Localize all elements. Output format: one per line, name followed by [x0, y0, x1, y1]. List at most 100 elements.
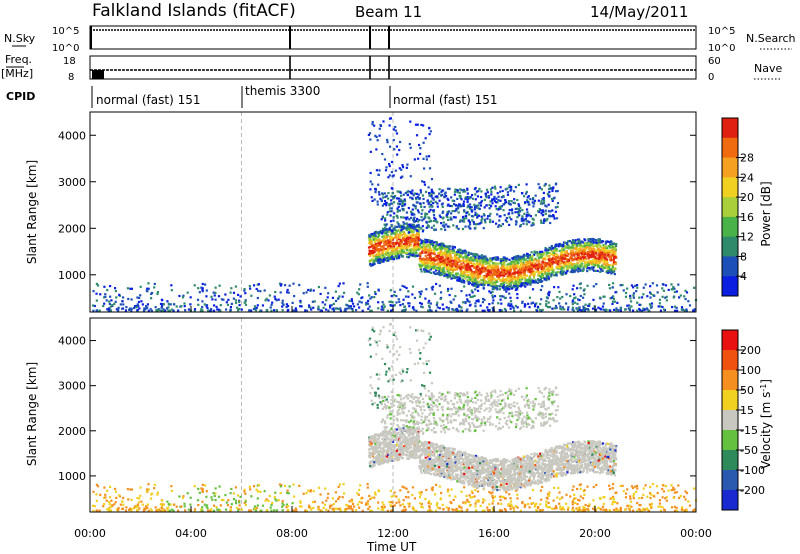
data-cell [588, 302, 591, 306]
data-cell [530, 258, 534, 261]
data-cell [482, 286, 485, 289]
data-cell [413, 296, 417, 300]
data-cell [525, 252, 529, 255]
data-cell [555, 182, 558, 185]
data-cell [424, 214, 427, 217]
data-cell [503, 307, 506, 311]
data-cell [573, 297, 576, 300]
data-cell [632, 294, 635, 297]
data-cell [436, 255, 439, 258]
data-cell [503, 274, 506, 277]
data-cell [389, 300, 393, 303]
data-cell [596, 254, 599, 257]
data-cell [428, 239, 431, 242]
data-cell [159, 302, 163, 306]
data-cell [265, 297, 268, 300]
data-cell [460, 267, 464, 270]
data-cell [516, 266, 520, 269]
data-cell [558, 267, 562, 270]
data-cell [436, 195, 439, 198]
data-cell [531, 198, 535, 201]
data-cell [499, 308, 502, 312]
data-cell [477, 269, 481, 273]
data-cell [479, 304, 482, 307]
data-cell [370, 252, 373, 255]
data-cell [610, 240, 613, 243]
data-cell [378, 169, 381, 172]
data-cell [418, 228, 421, 231]
data-cell [436, 306, 439, 309]
data-cell [474, 254, 477, 257]
data-cell [526, 196, 529, 199]
data-cell [409, 216, 413, 219]
data-cell [409, 251, 413, 255]
data-cell [501, 259, 505, 263]
data-cell [464, 250, 467, 253]
colorbar-tick-label: 8 [740, 250, 747, 263]
data-cell [377, 288, 380, 291]
data-cell [410, 238, 413, 241]
data-cell [390, 210, 393, 213]
data-cell [500, 295, 504, 298]
data-cell [523, 201, 527, 204]
data-cell [591, 263, 594, 266]
data-cell [455, 263, 458, 266]
data-cell [518, 281, 521, 284]
data-cell [422, 197, 425, 201]
data-cell [610, 272, 613, 275]
data-cell [122, 303, 125, 306]
data-cell [392, 258, 396, 261]
data-cell [153, 286, 156, 289]
data-cell [551, 189, 554, 193]
data-cell [595, 251, 598, 254]
data-cell [587, 238, 590, 241]
data-cell [484, 255, 487, 258]
data-cell [571, 243, 574, 247]
data-cell [559, 305, 562, 308]
data-cell [551, 262, 554, 265]
data-cell [516, 296, 519, 300]
data-cell [441, 263, 444, 266]
data-cell [436, 196, 439, 199]
data-cell [423, 181, 426, 184]
data-cell [414, 205, 417, 208]
data-cell [546, 217, 549, 221]
data-cell [375, 259, 378, 262]
data-cell [529, 283, 532, 286]
data-cell [387, 257, 390, 260]
data-cell [481, 261, 485, 265]
data-cell [439, 291, 443, 294]
power-colorbar-label: Power [dB] [759, 181, 773, 246]
data-cell [591, 267, 594, 270]
data-cell [571, 263, 574, 266]
data-cell [103, 296, 106, 299]
data-cell [600, 239, 603, 243]
data-cell [455, 274, 459, 277]
data-cell [550, 215, 554, 218]
data-cell [507, 284, 510, 287]
data-cell [470, 215, 474, 218]
data-cell [513, 271, 517, 274]
data-cell [614, 255, 618, 258]
data-cell [430, 262, 433, 265]
power-data-cells [91, 112, 698, 512]
data-cell [540, 275, 543, 278]
data-cell [495, 268, 498, 271]
data-cell [546, 192, 549, 195]
data-cell [309, 289, 312, 292]
data-cell [579, 265, 582, 268]
data-cell [482, 213, 486, 216]
data-cell [462, 190, 465, 193]
data-cell [519, 206, 522, 210]
data-cell [404, 233, 407, 237]
data-cell [510, 303, 513, 306]
data-cell [584, 258, 587, 261]
data-cell [469, 261, 472, 264]
data-cell [460, 262, 463, 265]
data-cell [406, 224, 409, 228]
data-cell [381, 227, 385, 230]
data-cell [521, 209, 524, 212]
data-cell [581, 309, 584, 312]
data-cell [607, 267, 610, 271]
data-cell [496, 274, 499, 277]
